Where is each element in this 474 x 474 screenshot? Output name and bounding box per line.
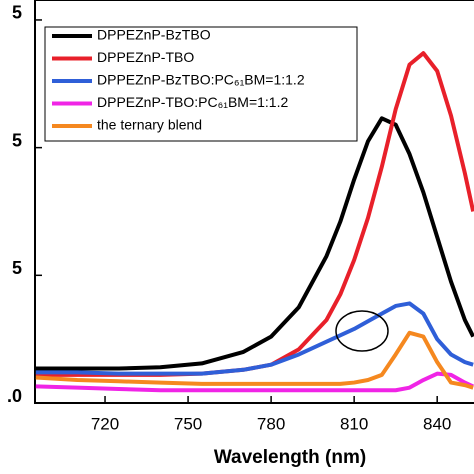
- curves: [35, 51, 474, 393]
- x-tick-label: 780: [257, 414, 285, 433]
- x-axis-label: Wavelength (nm): [214, 447, 366, 468]
- y-tick-label: 5: [12, 258, 22, 278]
- legend-label: DPPEZnP-BzTBO: [97, 27, 211, 43]
- series-line: [35, 330, 474, 390]
- legend-box: [44, 26, 358, 142]
- plot-frame: [34, 0, 474, 404]
- annotation-ellipse: [335, 310, 389, 352]
- legend-label: DPPEZnP-BzTBO:PC₆₁BM=1:1.2: [97, 72, 305, 88]
- series-line: [35, 116, 474, 371]
- x-tick-label: 720: [91, 414, 119, 433]
- y-tick-label: 5: [12, 130, 22, 150]
- x-tick-label: 810: [340, 414, 368, 433]
- y-tick-label: .0: [7, 386, 22, 406]
- x-tick-label: 750: [174, 414, 202, 433]
- legend-label: DPPEZnP-TBO:PC₆₁BM=1:1.2: [97, 94, 288, 110]
- y-tick-label: 5: [12, 3, 22, 23]
- legend-label: the ternary blend: [97, 117, 202, 133]
- series-line: [35, 371, 474, 393]
- series-line: [35, 301, 474, 376]
- x-tick-label: 840: [423, 414, 451, 433]
- legend-label: DPPEZnP-TBO: [97, 49, 194, 65]
